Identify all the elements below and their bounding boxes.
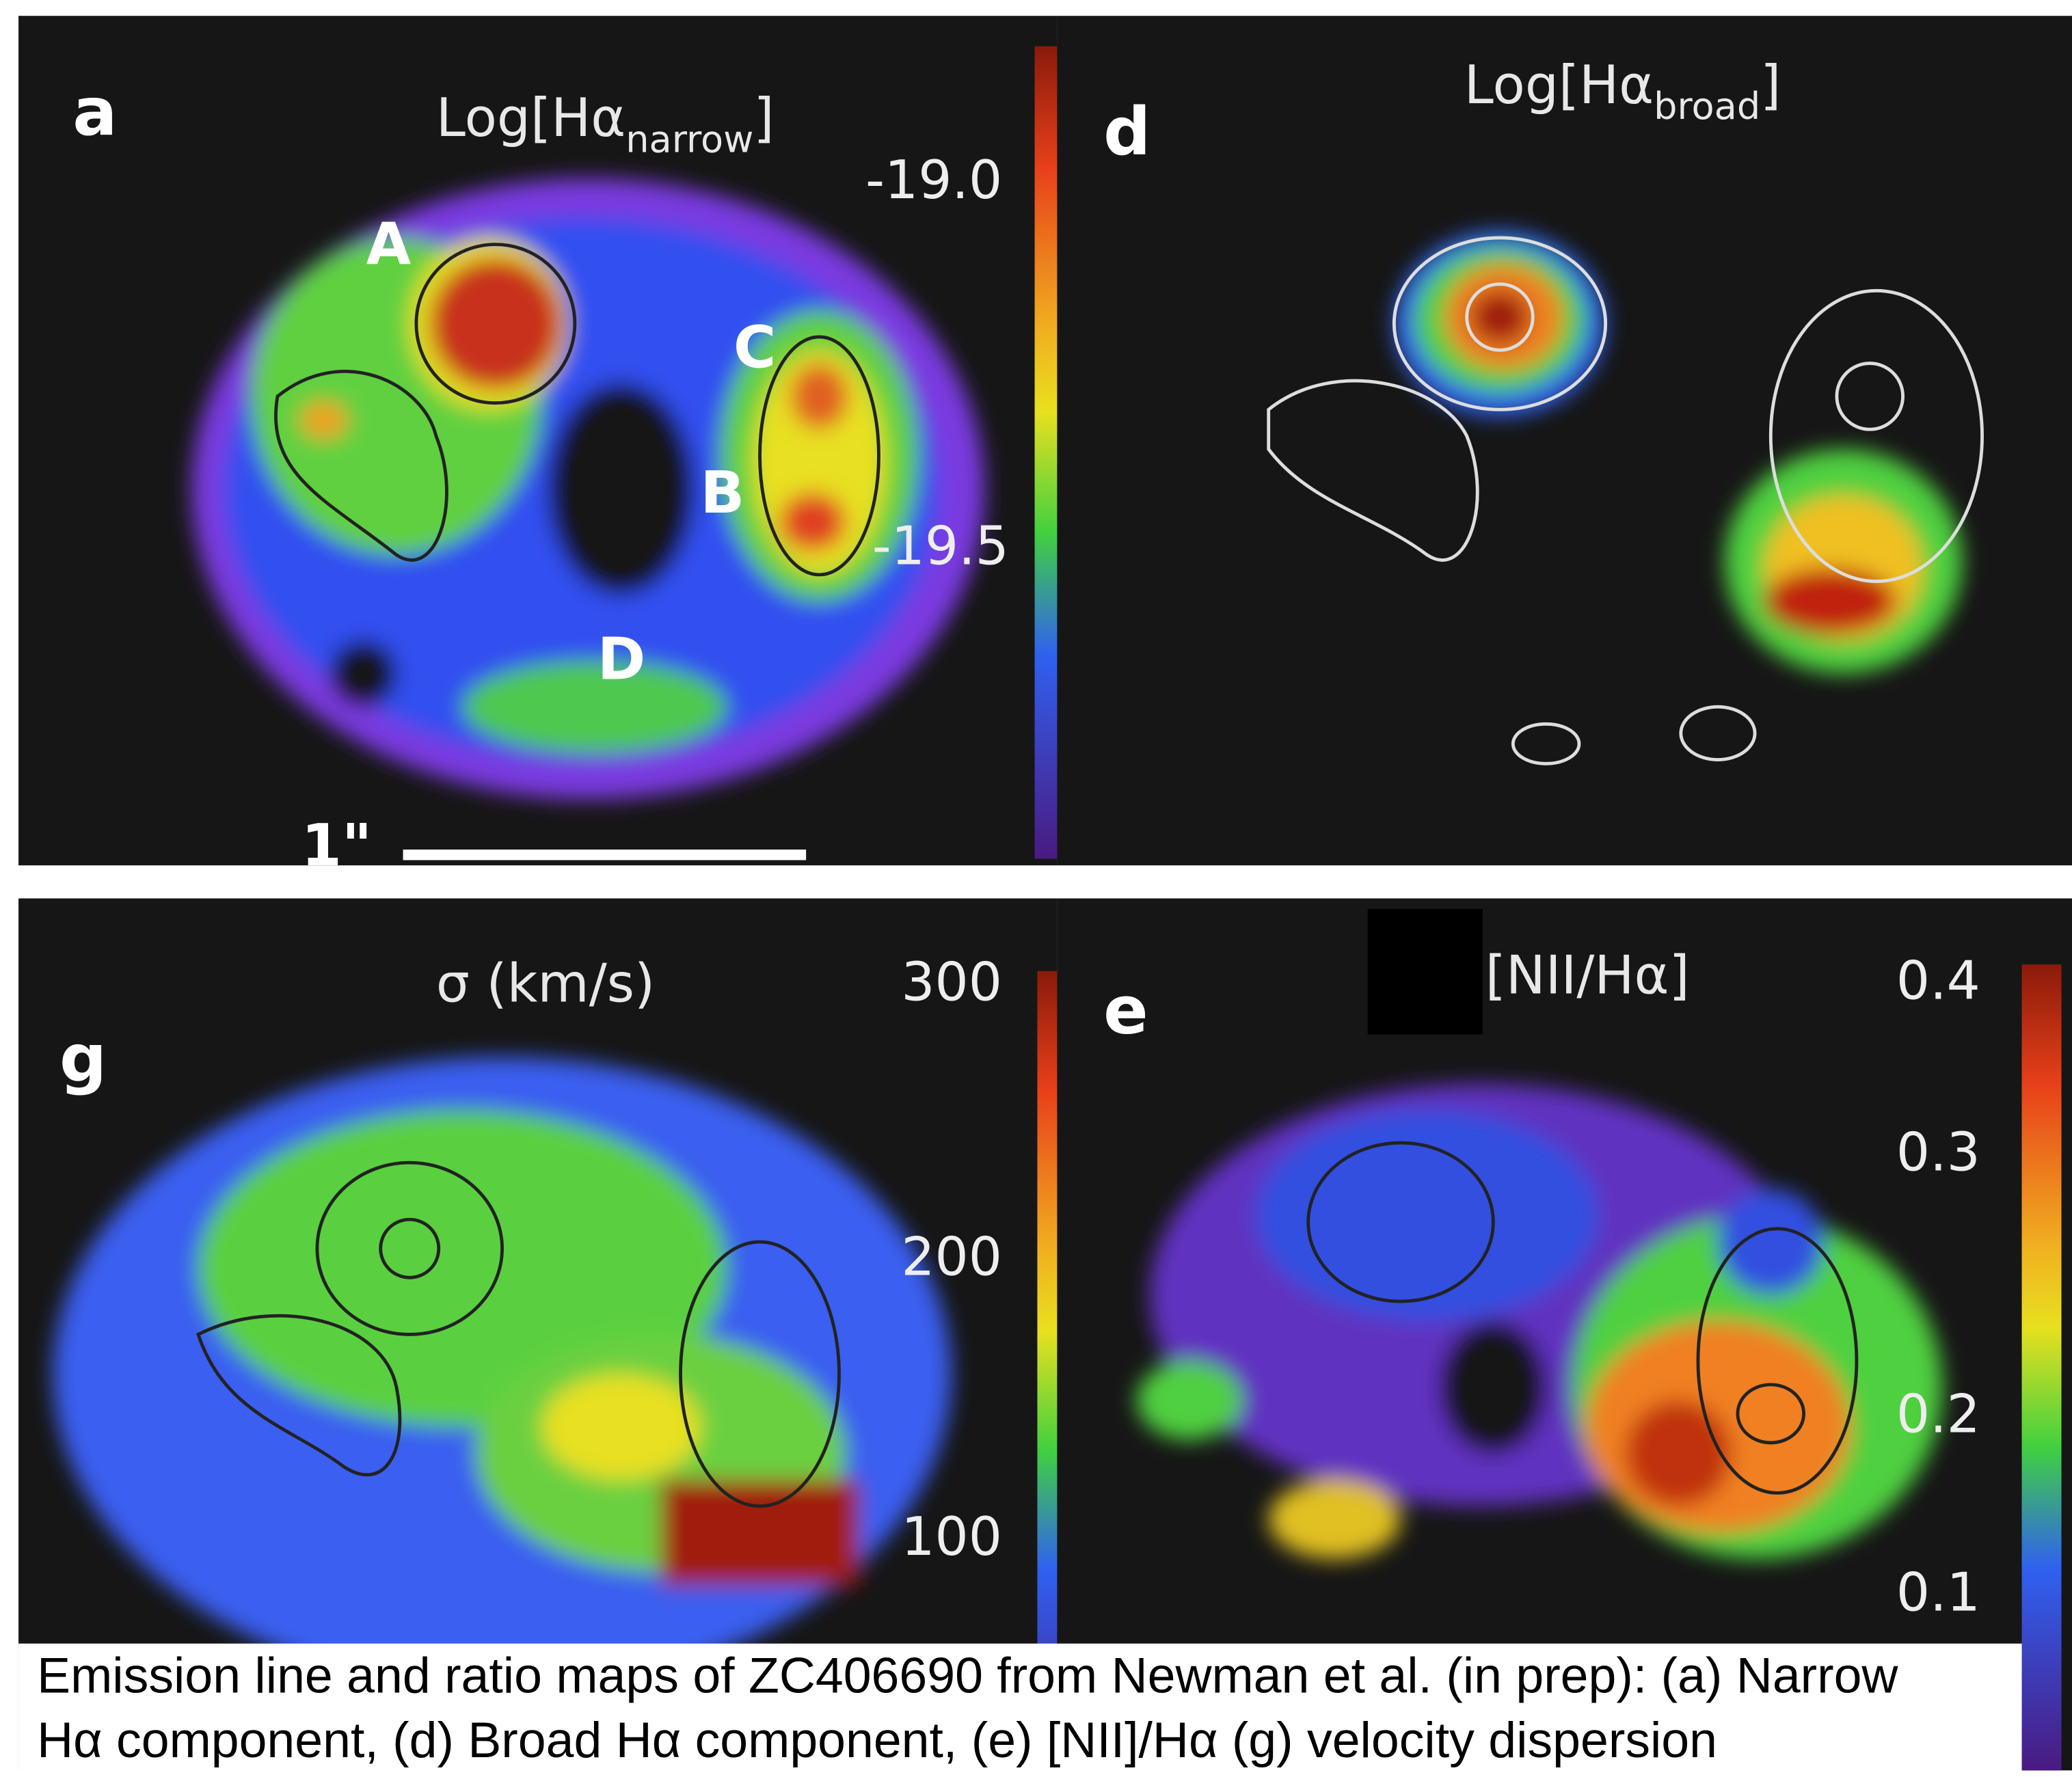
colorbar-tick: 100 <box>901 1506 1002 1568</box>
colorbar-tick: -19.5 <box>872 515 1009 577</box>
panel-label: d <box>1103 93 1151 170</box>
panel-label: e <box>1103 972 1148 1049</box>
colorbar-tick: 300 <box>901 951 1002 1013</box>
contour <box>379 1217 441 1279</box>
panel-title: σ (km/s) <box>436 953 655 1014</box>
map <box>191 178 985 800</box>
redaction <box>1367 908 1483 1035</box>
contour <box>1679 705 1757 761</box>
contour <box>315 1161 504 1336</box>
map <box>1394 231 1963 674</box>
colorbar-tick: -19.0 <box>865 150 1002 211</box>
panel-title: [NII/Hα] <box>1485 945 1690 1007</box>
panel-label: g <box>59 1019 107 1096</box>
title-end: ] <box>1760 55 1781 116</box>
panel-e: e [NII/Hα] 0.4 0.3 0.2 0.1 <box>1057 898 2072 1771</box>
panel-title: Log[Hαbroad] <box>1464 55 1781 128</box>
caption-bg <box>18 1643 2022 1777</box>
colorbar-tick: 0.1 <box>1896 1562 1980 1623</box>
panel-g: g σ (km/s) 300 200 100 <box>18 898 1058 1771</box>
contour <box>414 243 577 405</box>
contour <box>1511 722 1581 765</box>
contour <box>1267 379 1479 562</box>
contour <box>1696 1227 1859 1495</box>
contour <box>1835 362 1905 431</box>
title-sub: narrow <box>625 118 753 161</box>
scale-label: 1" <box>301 812 372 880</box>
title-main: Log[Hα <box>1464 55 1654 116</box>
contour <box>1736 1383 1806 1445</box>
colorbar-tick: 0.2 <box>1896 1383 1980 1445</box>
title-sub: broad <box>1654 85 1760 128</box>
region-label: C <box>734 314 776 381</box>
colorbar-tick: 200 <box>901 1226 1002 1288</box>
contour <box>1306 1141 1495 1303</box>
region-label: D <box>597 626 646 694</box>
map <box>53 1057 952 1692</box>
caption: Hα component, (d) Broad Hα component, (e… <box>37 1712 1717 1768</box>
colorbar-tick: 0.3 <box>1896 1122 1980 1184</box>
contour <box>758 335 880 577</box>
contour <box>1465 282 1535 352</box>
panel-d: d Log[Hαbroad] <box>1057 16 2072 866</box>
contour <box>1768 288 1984 583</box>
contour <box>274 370 448 562</box>
caption: Emission line and ratio maps of ZC406690… <box>37 1647 1898 1703</box>
panel-title: Log[Hαnarrow] <box>436 87 775 161</box>
title-main: Log[Hα <box>436 87 625 149</box>
region-label: B <box>701 459 745 527</box>
contour <box>679 1240 841 1508</box>
map-bg <box>1057 16 2072 866</box>
panel-label: a <box>72 73 117 150</box>
region-label: A <box>366 211 411 279</box>
contour <box>196 1314 402 1477</box>
colorbar <box>1037 971 1058 1771</box>
contour <box>1392 236 1608 411</box>
title-end: ] <box>753 87 774 149</box>
colorbar-tick: 0.4 <box>1896 950 1980 1012</box>
panel-a: a Log[Hαnarrow] -19.0 -19.5 A C B D 1" <box>18 16 1058 880</box>
colorbar <box>2021 964 2062 1771</box>
colorbar <box>1034 46 1058 859</box>
